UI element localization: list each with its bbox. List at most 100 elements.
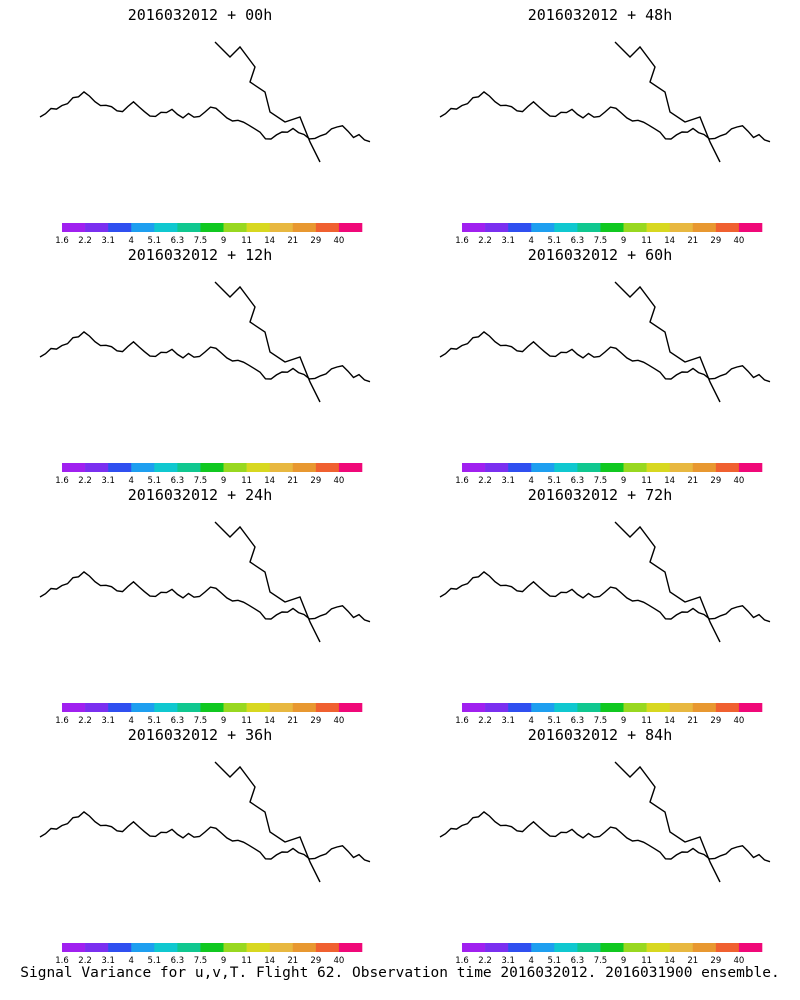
colorbar-swatch [200,463,224,472]
variance-blob [660,634,688,662]
variance-blob [699,328,731,360]
colorbar-swatch [177,463,201,472]
colorbar-tick-label: 40 [334,236,345,246]
variance-blob [243,440,257,454]
variance-blob [101,877,136,912]
variance-blob [749,618,785,654]
colorbar-swatch [669,943,694,952]
variance-blob [595,633,619,657]
variance-blob [289,598,338,647]
variance-blob [709,792,791,874]
coastline [39,570,371,623]
variance-blob [742,824,759,841]
colorbar-tick-label: 21 [687,476,698,486]
variance-blob [678,333,719,374]
variance-blob [684,426,729,462]
variance-blob [205,586,239,620]
colorbar-swatch [338,223,363,232]
variance-blob [705,815,762,872]
colorbar-tick-label: 40 [334,956,345,966]
variance-blob [212,381,235,404]
colorbar-swatch [246,703,270,712]
variance-blob [722,422,744,444]
variance-blob [669,606,690,627]
variance-blob [533,636,552,655]
variance-blob [430,639,435,644]
panel-title: 2016032012 + 72h [527,486,673,504]
colorbar-tick-label: 2.2 [78,716,92,726]
variance-maximum [534,541,617,624]
variance-blob [711,898,729,916]
colorbar-tick-label: 5.1 [148,716,162,726]
colorbar-tick-label: 2.2 [78,476,92,486]
variance-blob [457,777,486,806]
colorbar-swatch [154,223,178,232]
variance-maximum [168,120,172,124]
coastline [614,761,721,883]
variance-blob [180,155,204,179]
colorbar-tick-label: 21 [687,956,698,966]
variance-blob [677,843,708,874]
colorbar-swatch [131,703,155,712]
colorbar-tick-label: 6.3 [171,476,185,486]
colorbar-swatch [85,703,109,712]
variance-blob [213,594,232,613]
colorbar-tick-label: 21 [287,236,298,246]
variance-blob [307,99,332,124]
variance-blob [715,854,730,869]
variance-maximum [146,818,194,866]
variance-maximum [163,355,177,369]
variance-blob [24,808,40,824]
variance-maximum [547,314,602,369]
variance-maximum [544,311,606,373]
variance-blob [193,425,206,438]
variance-blob [207,376,240,409]
colorbar-swatch [577,463,601,472]
variance-blob [565,29,633,97]
colorbar-tick-label: 9 [621,716,626,726]
variance-blob [729,106,750,127]
variance-blob [425,849,492,916]
colorbar-tick-label: 21 [287,476,298,486]
variance-blob [434,538,458,562]
colorbar-tick-label: 5.1 [148,476,162,486]
variance-blob [192,774,230,812]
variance-blob [703,332,726,355]
variance-blob [726,409,779,462]
variance-blob [163,67,176,80]
colorbar-swatch [131,463,155,472]
colorbar-swatch [246,463,270,472]
colorbar-swatch [338,703,363,712]
colorbar-swatch [223,223,247,232]
variance-blob [740,303,793,356]
variance-blob [674,802,728,856]
colorbar-tick-label: 7.5 [594,236,608,246]
colorbar-tick-label: 21 [687,236,698,246]
variance-maximum [150,342,191,383]
colorbar-swatch [715,463,740,472]
variance-blob [530,156,572,198]
colorbar-swatch [62,463,86,472]
variance-blob [559,46,606,93]
variance-blob [716,798,785,867]
variance-maximum [143,575,197,629]
variance-blob [606,609,689,692]
colorbar-tick-label: 1.6 [55,236,69,246]
variance-blob [217,386,230,399]
variance-blob [628,618,664,654]
colorbar-swatch [508,463,532,472]
variance-blob [496,93,558,155]
variance-blob [489,768,538,817]
variance-blob [468,425,488,445]
variance-blob [650,623,699,672]
colorbar-swatch [508,943,532,952]
variance-blob [743,669,771,697]
variance-blob [628,415,655,442]
variance-blob [477,853,516,892]
variance-blob [566,783,574,791]
colorbar-tick-label: 4 [129,956,134,966]
variance-blob [329,563,376,610]
variance-blob [627,901,634,908]
variance-blob [97,295,119,317]
variance-blob [727,863,735,871]
